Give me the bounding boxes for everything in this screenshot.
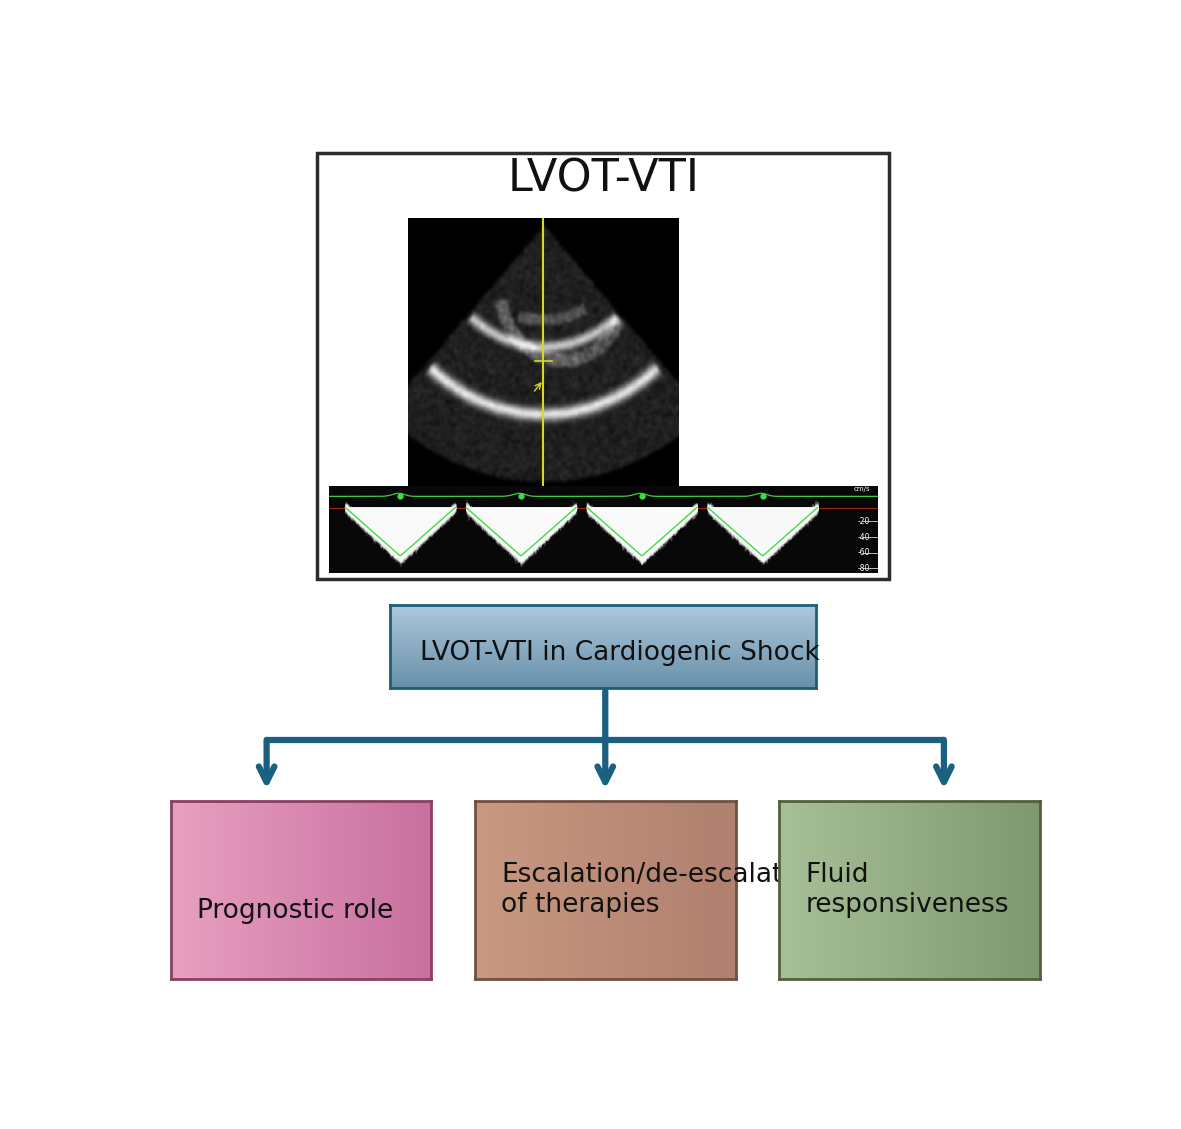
FancyBboxPatch shape — [317, 152, 889, 579]
Text: LVOT-VTI: LVOT-VTI — [508, 157, 699, 201]
